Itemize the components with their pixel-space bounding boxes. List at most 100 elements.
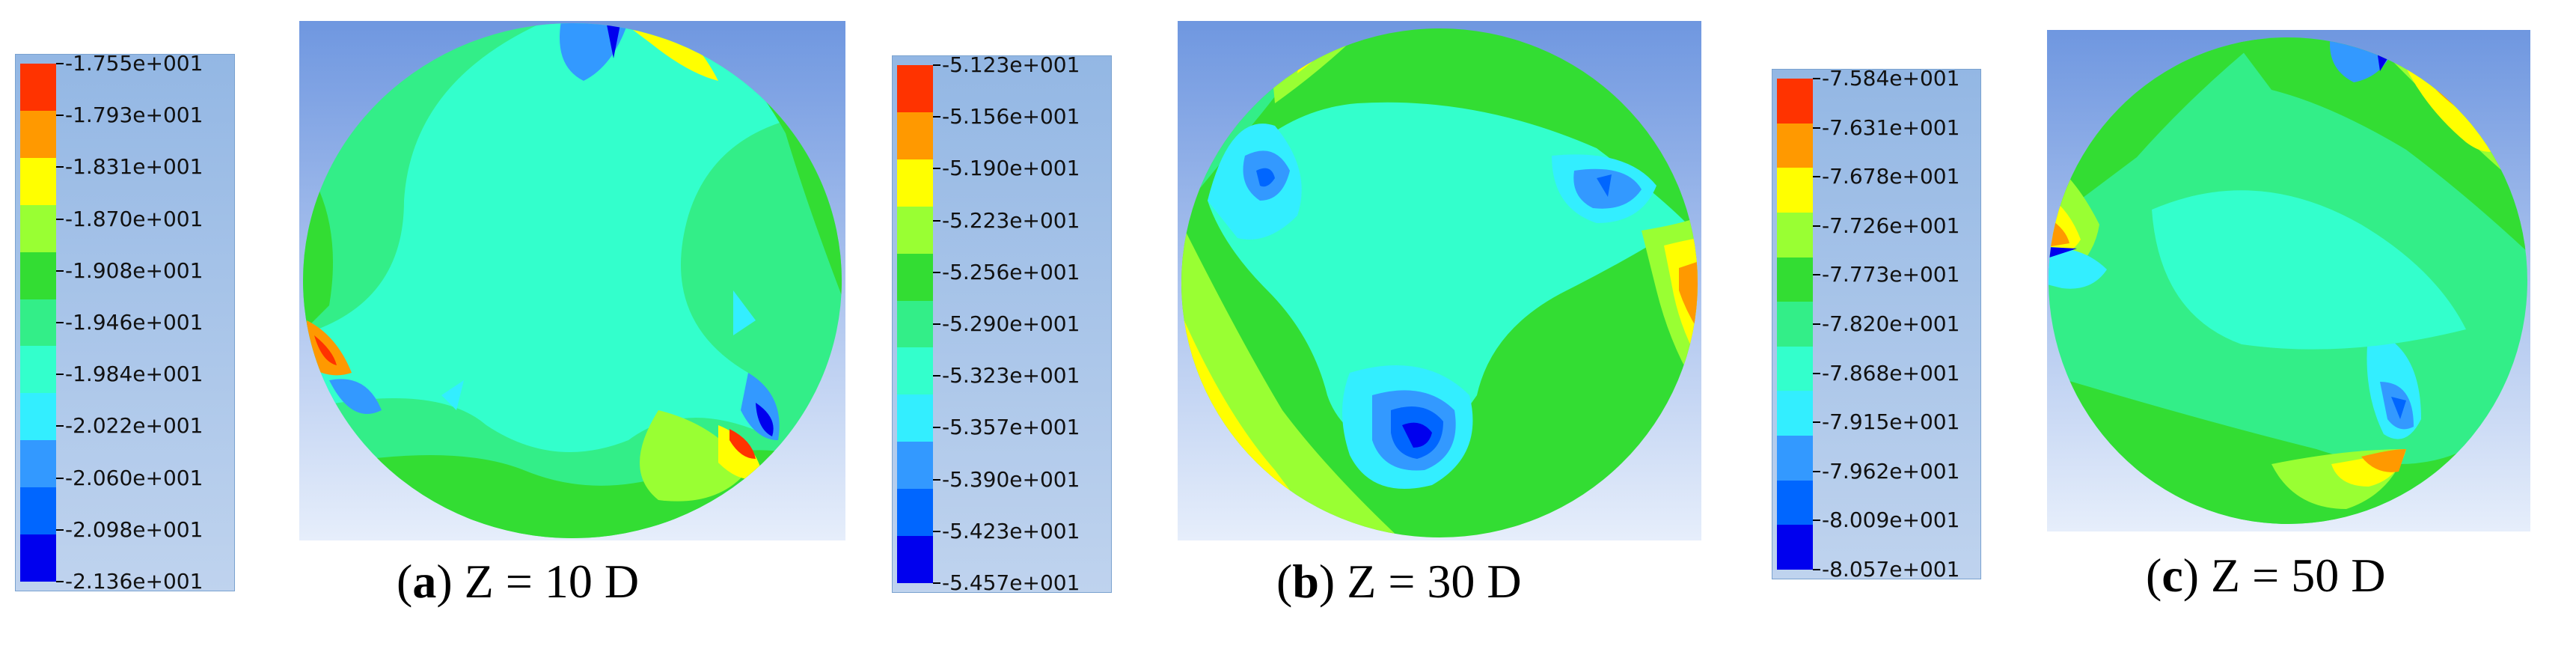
colorbar-b-tick [933,219,940,222]
colorbar-a-segment [20,252,56,300]
caption-c-text: Z = 50 D [2199,549,2386,602]
legend-c-label-2: -7.678e+001 [1822,164,1960,189]
legend-c-label-10: -8.057e+001 [1822,557,1960,582]
caption-a-text: Z = 10 D [452,555,640,608]
colorbar-b-tick [933,375,940,377]
caption-c: (c) Z = 50 D [2146,549,2386,602]
colorbar-a-segment [20,534,56,582]
legend-b-label-1: -5.156e+001 [942,104,1080,129]
caption-b: (b) Z = 30 D [1276,555,1522,608]
colorbar-c-segment [1777,480,1813,525]
colorbar-b-segment [897,347,933,395]
colorbar-a-tick [56,322,64,323]
caption-b-text: Z = 30 D [1335,555,1522,608]
legend-a-label-10: -2.136e+001 [65,569,204,594]
colorbar-b-segment [897,300,933,348]
contour-plot-c [2047,30,2530,531]
caption-a: (a) Z = 10 D [397,555,640,608]
colorbar-a-segment [20,440,56,488]
colorbar-b-tick [933,271,940,273]
colorbar-b-segment [897,159,933,207]
legend-c-label-3: -7.726e+001 [1822,213,1960,238]
colorbar-b-tick [933,427,940,429]
colorbar-a-segment [20,204,56,253]
colorbar-a-segment [20,346,56,394]
legend-a-label-2: -1.831e+001 [65,154,204,180]
colorbar-a-segment [20,487,56,535]
legend-b-label-7: -5.357e+001 [942,415,1080,440]
colorbar-c-segment [1777,391,1813,436]
contour-plot-a [299,21,845,540]
colorbar-c: -7.584e+001 -7.631e+001 -7.678e+001 -7.7… [1772,66,1981,582]
colorbar-b-segment [897,394,933,442]
legend-c-label-8: -7.962e+001 [1822,458,1960,484]
colorbar-b-segment [897,112,933,160]
colorbar-b-segment [897,206,933,255]
colorbar-a-segment [20,393,56,441]
legend-b-label-2: -5.190e+001 [942,156,1080,181]
colorbar-a-tick [56,218,64,220]
colorbar-a-tick [56,528,64,531]
colorbar-c-segment [1777,168,1813,213]
colorbar-a-bar [20,64,56,582]
colorbar-b-segment [897,536,933,584]
colorbar-a-tick [56,477,64,479]
colorbar-c-segment [1777,346,1813,391]
colorbar-a-segment [20,64,56,112]
colorbar-c-segment [1777,436,1813,481]
legend-a-label-1: -1.793e+001 [65,103,204,128]
legend-b-label-3: -5.223e+001 [942,207,1080,233]
colorbar-b-tick [933,116,940,118]
caption-c-letter: c [2162,549,2183,602]
colorbar-b-segment [897,253,933,302]
legend-c-label-1: -7.631e+001 [1822,115,1960,140]
colorbar-c-tick [1813,127,1820,129]
legend-c-label-5: -7.820e+001 [1822,311,1960,336]
colorbar-a-tick [56,425,64,427]
legend-b-label-10: -5.457e+001 [942,570,1080,595]
legend-b-label-4: -5.256e+001 [942,259,1080,284]
colorbar-c-segment [1777,257,1813,302]
legend-b-label-8: -5.390e+001 [942,466,1080,492]
legend-a-label-9: -2.098e+001 [65,517,204,542]
colorbar-c-tick [1813,372,1820,374]
legend-a-label-0: -1.755e+001 [65,51,204,76]
colorbar-a-tick [56,269,64,272]
colorbar-c-tick [1813,176,1820,178]
colorbar-a-tick [56,374,64,376]
legend-b-label-6: -5.323e+001 [942,363,1080,388]
colorbar-a-tick [56,581,64,582]
colorbar-c-bar [1777,79,1813,570]
legend-a-label-3: -1.870e+001 [65,206,204,231]
colorbar-c-tick [1813,78,1820,79]
colorbar-c-tick [1813,274,1820,276]
colorbar-c-segment [1777,212,1813,258]
colorbar-b-segment [897,65,933,113]
caption-b-letter: b [1292,555,1319,608]
legend-b-label-0: -5.123e+001 [942,52,1080,77]
colorbar-a-tick [56,115,64,117]
colorbar-a-segment [20,110,56,159]
colorbar-c-tick [1813,569,1820,570]
legend-a-label-6: -1.984e+001 [65,362,204,387]
colorbar-b-tick [933,530,940,532]
legend-c-label-7: -7.915e+001 [1822,409,1960,435]
colorbar-c-segment [1777,525,1813,570]
legend-a-label-5: -1.946e+001 [65,310,204,335]
legend-c-label-9: -8.009e+001 [1822,508,1960,533]
legend-c-label-4: -7.773e+001 [1822,262,1960,287]
colorbar-c-tick [1813,519,1820,522]
colorbar-a: -1.755e+001 -1.793e+001 -1.831e+001 -1.8… [15,51,235,594]
colorbar-c-tick [1813,470,1820,472]
colorbar-b-tick [933,582,940,584]
colorbar-b-bar [897,65,933,584]
colorbar-b-segment [897,442,933,490]
colorbar-a-segment [20,157,56,206]
colorbar-b-tick [933,64,940,66]
colorbar-a-tick [56,63,64,64]
legend-c-label-0: -7.584e+001 [1822,66,1960,91]
legend-c-label-6: -7.868e+001 [1822,360,1960,386]
colorbar-b-segment [897,489,933,537]
colorbar-c-tick [1813,323,1820,325]
legend-a-label-4: -1.908e+001 [65,258,204,283]
